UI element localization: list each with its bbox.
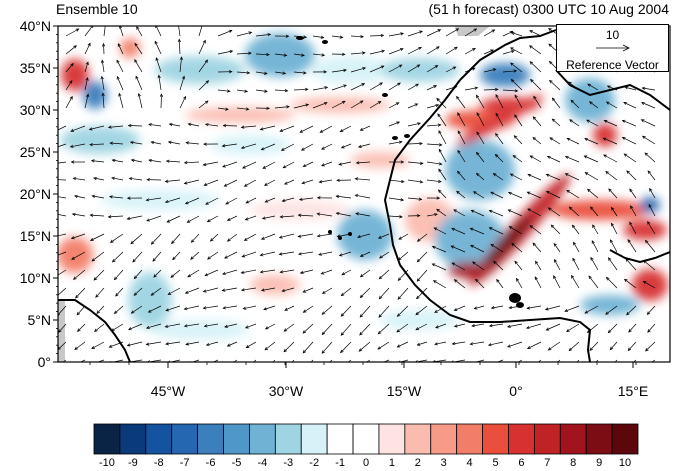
colorbar-swatch	[482, 423, 509, 455]
lon-label: 30°W	[269, 383, 304, 399]
colorbar-tick-label: -9	[127, 457, 138, 469]
colorbar-tick-label: -2	[309, 457, 320, 469]
colorbar-tick-label: 5	[492, 457, 499, 469]
colorbar-tick-label: 10	[618, 457, 632, 469]
colorbar-swatch	[352, 423, 380, 455]
colorbar-tick-label: -8	[153, 457, 164, 469]
colorbar-swatch	[197, 423, 224, 455]
colorbar-swatch	[223, 423, 250, 455]
reference-arrow-icon	[596, 44, 630, 52]
colorbar-swatch	[404, 423, 432, 455]
colorbar-swatch	[300, 423, 328, 455]
colorbar-swatch	[171, 423, 199, 455]
colorbar-swatch	[274, 423, 302, 455]
lon-label: 15°E	[618, 383, 649, 399]
reference-vector-legend: 10 Reference Vector	[556, 24, 669, 72]
colorbar-tick-label: -5	[231, 457, 242, 469]
colorbar-tick-label: -6	[205, 457, 216, 469]
lat-label: 30°N	[20, 102, 51, 118]
colorbar-swatch	[378, 423, 406, 455]
colorbar-labels: -10 -9 -8 -7 -6 -5 -4 -3 -2 -1 0 1 2 3 4 5 6 7 8 9 10	[93, 457, 637, 471]
lat-label: 15°N	[20, 228, 51, 244]
colorbar-swatch	[249, 423, 276, 455]
colorbar-tick-label: 9	[596, 457, 603, 469]
islands	[296, 36, 524, 308]
longitude-axis: 45°W 30°W 15°W 0° 15°E	[89, 362, 649, 399]
colorbar-swatch	[326, 423, 354, 455]
lon-label: 45°W	[151, 383, 186, 399]
colorbar-tick-label: 6	[518, 457, 525, 469]
colorbar-tick-label: 7	[544, 457, 551, 469]
colorbar-swatch	[533, 423, 561, 455]
colorbar-tick-label: -10	[98, 457, 115, 469]
lon-label: 15°W	[387, 383, 422, 399]
colorbar-tick-label: 2	[414, 457, 421, 469]
reference-vector-label: Reference Vector	[566, 58, 659, 72]
colorbar-tick-label: 3	[440, 457, 447, 469]
reference-vector-value: 10	[605, 28, 620, 42]
colorbar-tick-label: 4	[466, 457, 473, 469]
colorbar-tick-label: -3	[283, 457, 294, 469]
lat-label: 20°N	[20, 186, 51, 202]
colorbar-swatch	[611, 423, 639, 455]
lat-label: 0°	[38, 354, 51, 370]
colorbar-tick-label: -1	[335, 457, 345, 469]
missing-data	[58, 300, 65, 362]
colorbar-tick-label: 8	[570, 457, 577, 469]
panel-title: Ensemble 10	[56, 1, 138, 17]
colorbar-swatch	[93, 423, 121, 455]
lat-label: 35°N	[20, 60, 51, 76]
colorbar-tick-label: -7	[179, 457, 190, 469]
colorbar-swatch	[508, 423, 535, 455]
lat-label: 5°N	[28, 312, 52, 328]
latitude-axis: 40°N 35°N 30°N 25°N 20°N 15°N 10°N 5°N 0°	[20, 18, 58, 370]
lat-label: 25°N	[20, 144, 51, 160]
colorbar-swatch	[119, 423, 147, 455]
colorbar-swatch	[559, 423, 587, 455]
colorbar-tick-label: -4	[257, 457, 268, 469]
colorbar-swatch	[430, 423, 458, 455]
colorbar-swatch	[145, 423, 173, 455]
colorbar	[93, 423, 639, 455]
forecast-time: (51 h forecast) 0300 UTC 10 Aug 2004	[428, 1, 669, 17]
lat-label: 10°N	[20, 270, 51, 286]
colorbar-swatch	[456, 423, 483, 455]
coastline	[58, 29, 670, 362]
colorbar-tick-label: 1	[388, 457, 395, 469]
colorbar-tick-label: 0	[362, 457, 370, 469]
lon-label: 0°	[509, 383, 522, 399]
colorbar-swatch	[585, 423, 613, 455]
lat-label: 40°N	[20, 18, 51, 34]
